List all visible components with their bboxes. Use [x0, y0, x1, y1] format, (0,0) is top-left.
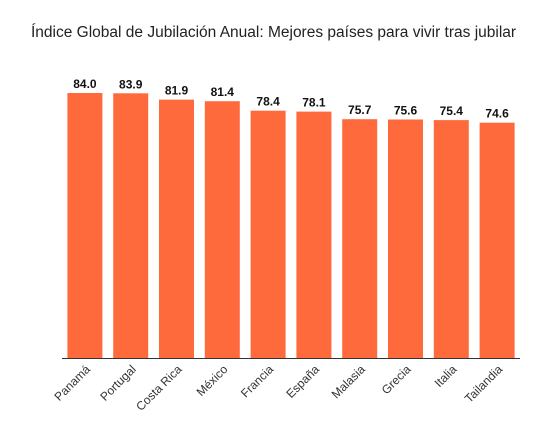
x-tick-label-7: Grecia [379, 362, 414, 397]
bar-0 [67, 93, 103, 358]
x-tick-label-3: México [194, 362, 231, 399]
chart-title: Índice Global de Jubilación Anual: Mejor… [31, 24, 517, 41]
value-label-4: 78.4 [256, 95, 280, 109]
value-label-7: 75.6 [394, 104, 418, 118]
value-label-5: 78.1 [302, 96, 326, 110]
bar-8 [433, 120, 469, 358]
value-label-2: 81.9 [165, 84, 189, 98]
x-tick-label-8: Italia [432, 362, 460, 390]
bar-7 [388, 119, 423, 358]
x-tick-label-2: Costa Rica [133, 362, 185, 414]
bar-2 [159, 99, 194, 358]
value-label-0: 84.0 [73, 77, 97, 91]
bar-6 [342, 119, 378, 358]
bar-3 [204, 101, 240, 358]
bar-9 [479, 122, 515, 358]
value-label-8: 75.4 [440, 104, 464, 118]
bar-1 [113, 93, 149, 359]
value-label-9: 74.6 [485, 107, 509, 121]
bar-5 [296, 111, 332, 358]
value-label-3: 81.4 [211, 85, 235, 99]
x-tick-label-1: Portugal [97, 362, 139, 404]
value-label-6: 75.7 [348, 103, 372, 117]
x-tick-label-6: Malasia [329, 362, 368, 401]
value-label-1: 83.9 [119, 77, 143, 91]
x-tick-label-0: Panamá [52, 362, 94, 404]
x-tick-label-5: España [283, 362, 322, 401]
x-tick-label-9: Tailandia [462, 362, 506, 406]
x-tick-label-4: Francia [238, 362, 276, 400]
bar-4 [250, 110, 286, 358]
